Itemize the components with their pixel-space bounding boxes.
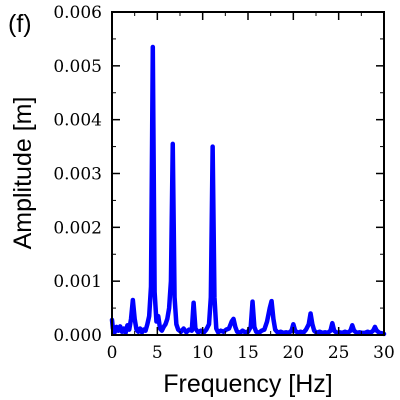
axes-frame xyxy=(111,11,385,336)
axis-tick-labels: 0 5 10 15 20 25 30 0.000 0.001 0.002 0.003 0.004 0.0… xyxy=(53,3,394,363)
spectrum-line-0 xyxy=(109,44,387,337)
x-tick-label: 15 xyxy=(237,343,259,363)
spectrum-plot-area xyxy=(109,44,387,337)
y-tick-label: 0.005 xyxy=(53,57,102,77)
x-axis-label: Frequency [Hz] xyxy=(163,370,333,398)
x-tick-label: 5 xyxy=(152,343,163,363)
panel-label: (f) xyxy=(8,10,32,38)
y-tick-label: 0.001 xyxy=(53,272,102,292)
y-axis-label: Amplitude [m] xyxy=(9,97,37,250)
y-tick-label: 0.002 xyxy=(53,218,102,238)
x-tick-label: 0 xyxy=(107,343,118,363)
y-tick-label: 0.000 xyxy=(53,326,102,346)
x-tick-label: 20 xyxy=(283,343,305,363)
y-tick-label: 0.004 xyxy=(53,111,102,131)
y-tick-label: 0.003 xyxy=(53,165,102,185)
x-tick-label: 30 xyxy=(373,343,395,363)
x-tick-label: 10 xyxy=(192,343,214,363)
y-tick-label: 0.006 xyxy=(53,3,102,23)
x-tick-label: 25 xyxy=(328,343,350,363)
